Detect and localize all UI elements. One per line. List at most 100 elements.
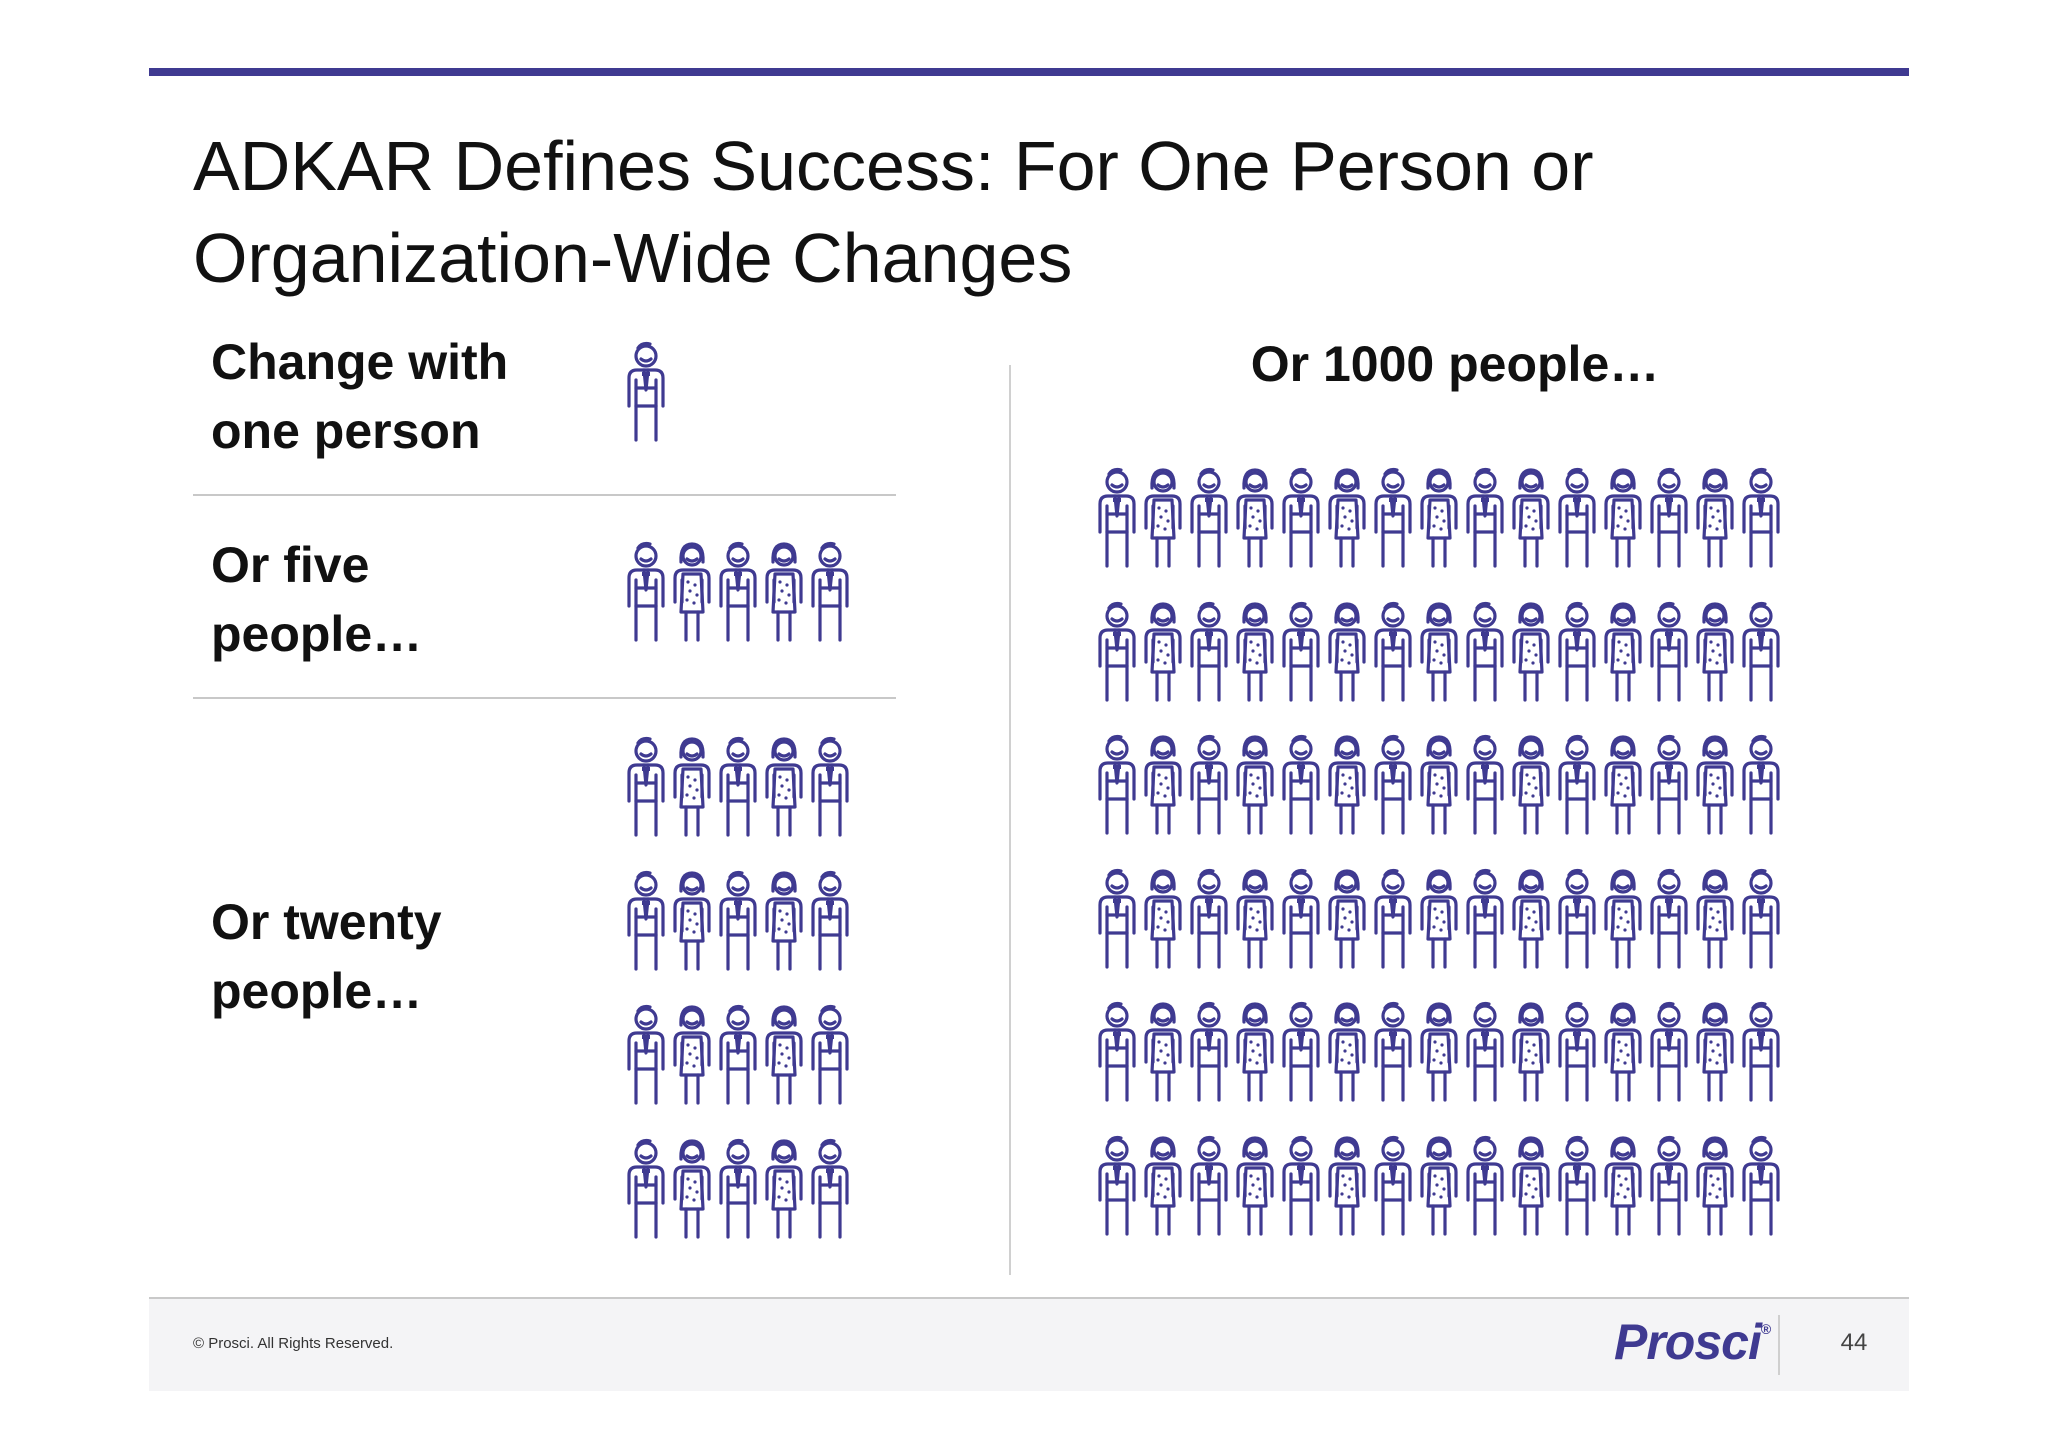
person-icon bbox=[1738, 1000, 1784, 1104]
person-icon bbox=[1462, 867, 1508, 971]
person-icon bbox=[1232, 466, 1278, 570]
label-thousand-people: Or 1000 people… bbox=[1250, 336, 1660, 392]
person-icon bbox=[1508, 867, 1554, 971]
person-icon bbox=[761, 1137, 807, 1241]
person-icon bbox=[623, 540, 669, 644]
person-icon bbox=[1738, 733, 1784, 837]
label-five-line-2: people… bbox=[211, 606, 423, 662]
label-twenty-people: Or twenty people… bbox=[211, 888, 442, 1026]
person-icon bbox=[1324, 867, 1370, 971]
person-icon bbox=[1232, 1134, 1278, 1238]
person-icon bbox=[1324, 1000, 1370, 1104]
person-icon bbox=[623, 869, 669, 973]
slide-title-line-1: ADKAR Defines Success: For One Person or bbox=[193, 127, 1594, 205]
footer-divider bbox=[1778, 1315, 1780, 1375]
person-icon bbox=[1646, 600, 1692, 704]
person-icon bbox=[669, 1003, 715, 1107]
person-icon bbox=[715, 540, 761, 644]
person-icon bbox=[1554, 466, 1600, 570]
person-icon bbox=[1324, 466, 1370, 570]
person-icon bbox=[1186, 867, 1232, 971]
person-icon bbox=[1370, 867, 1416, 971]
person-icon bbox=[669, 869, 715, 973]
person-icon bbox=[1462, 600, 1508, 704]
person-icon bbox=[1692, 1134, 1738, 1238]
label-twenty-line-2: people… bbox=[211, 963, 423, 1019]
person-icon bbox=[1232, 600, 1278, 704]
person-icon bbox=[715, 1003, 761, 1107]
person-icon bbox=[1278, 867, 1324, 971]
person-icon bbox=[1416, 1000, 1462, 1104]
person-icon bbox=[1646, 867, 1692, 971]
person-icon bbox=[1370, 466, 1416, 570]
person-icon bbox=[1462, 1134, 1508, 1238]
people-group-five bbox=[623, 540, 853, 644]
person-icon bbox=[1692, 466, 1738, 570]
person-icon bbox=[1278, 733, 1324, 837]
copyright-text: © Prosci. All Rights Reserved. bbox=[193, 1335, 394, 1352]
person-icon bbox=[1600, 1000, 1646, 1104]
divider-one-five bbox=[193, 494, 896, 496]
people-group-one bbox=[623, 340, 669, 444]
person-icon bbox=[1140, 1134, 1186, 1238]
person-icon bbox=[1508, 733, 1554, 837]
person-icon bbox=[1692, 600, 1738, 704]
person-icon bbox=[1600, 466, 1646, 570]
person-icon bbox=[761, 540, 807, 644]
person-icon bbox=[1738, 867, 1784, 971]
person-icon bbox=[1094, 733, 1140, 837]
person-icon bbox=[1692, 1000, 1738, 1104]
person-icon bbox=[623, 735, 669, 839]
person-icon bbox=[1324, 1134, 1370, 1238]
person-icon bbox=[669, 735, 715, 839]
person-icon bbox=[1232, 1000, 1278, 1104]
person-icon bbox=[1554, 867, 1600, 971]
person-icon bbox=[1646, 466, 1692, 570]
label-five-people: Or five people… bbox=[211, 531, 422, 669]
person-icon bbox=[1416, 600, 1462, 704]
prosci-logo-text: Prosci bbox=[1614, 1314, 1762, 1370]
person-icon bbox=[1324, 600, 1370, 704]
person-icon bbox=[1370, 733, 1416, 837]
person-icon bbox=[1600, 867, 1646, 971]
person-icon bbox=[807, 540, 853, 644]
person-icon bbox=[807, 1137, 853, 1241]
person-icon bbox=[1370, 600, 1416, 704]
slide-title-line-2: Organization-Wide Changes bbox=[193, 219, 1073, 297]
label-one-line-2: one person bbox=[211, 403, 481, 459]
person-icon bbox=[807, 735, 853, 839]
prosci-logo: Prosci® bbox=[1614, 1313, 1771, 1371]
person-icon bbox=[1646, 1000, 1692, 1104]
vertical-divider bbox=[1009, 365, 1011, 1275]
person-icon bbox=[1140, 867, 1186, 971]
slide-title: ADKAR Defines Success: For One Person or… bbox=[193, 120, 1893, 304]
top-accent-rule bbox=[149, 68, 1909, 76]
registered-mark-icon: ® bbox=[1760, 1321, 1771, 1337]
person-icon bbox=[623, 1003, 669, 1107]
person-icon bbox=[1646, 733, 1692, 837]
person-icon bbox=[807, 869, 853, 973]
person-icon bbox=[1738, 1134, 1784, 1238]
person-icon bbox=[1094, 466, 1140, 570]
person-icon bbox=[1416, 1134, 1462, 1238]
person-icon bbox=[1186, 600, 1232, 704]
person-icon bbox=[1140, 733, 1186, 837]
person-icon bbox=[1508, 466, 1554, 570]
person-icon bbox=[1094, 600, 1140, 704]
person-icon bbox=[1508, 1134, 1554, 1238]
person-icon bbox=[1370, 1134, 1416, 1238]
person-icon bbox=[1094, 1134, 1140, 1238]
person-icon bbox=[1416, 466, 1462, 570]
label-five-line-1: Or five bbox=[211, 537, 370, 593]
slide-footer: © Prosci. All Rights Reserved. Prosci® 4… bbox=[149, 1297, 1909, 1391]
person-icon bbox=[1140, 1000, 1186, 1104]
person-icon bbox=[1600, 600, 1646, 704]
person-icon bbox=[1324, 733, 1370, 837]
page-number: 44 bbox=[1840, 1329, 1868, 1356]
person-icon bbox=[1554, 1000, 1600, 1104]
person-icon bbox=[1186, 466, 1232, 570]
person-icon bbox=[761, 869, 807, 973]
person-icon bbox=[1738, 466, 1784, 570]
person-icon bbox=[1692, 733, 1738, 837]
people-group-twenty bbox=[623, 735, 853, 1271]
